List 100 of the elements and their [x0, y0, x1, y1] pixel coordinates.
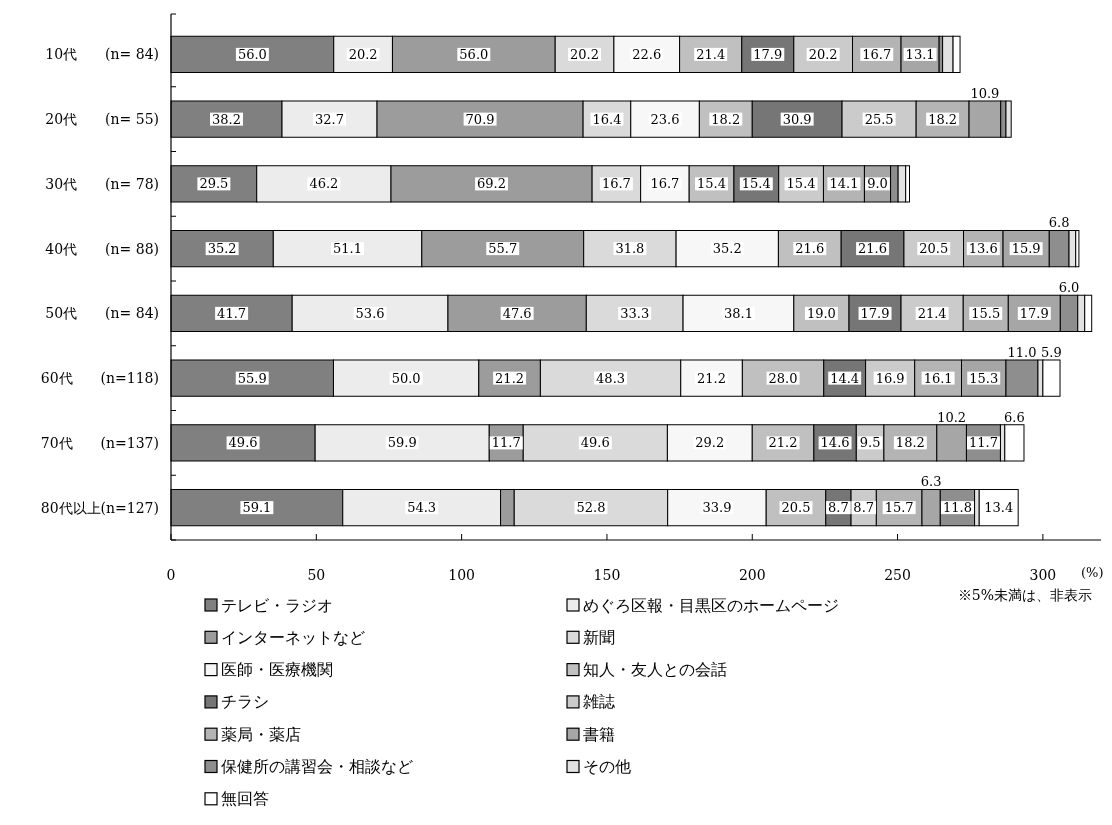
data-label: 11.8 [942, 500, 972, 516]
data-label: 8.7 [828, 500, 849, 516]
data-label: 53.6 [355, 305, 385, 321]
data-label: 17.9 [1019, 305, 1049, 321]
data-label: 23.6 [650, 111, 680, 127]
data-label: 38.2 [212, 111, 241, 127]
data-label: 5.9 [1041, 344, 1062, 360]
data-label: 69.2 [477, 176, 507, 192]
y-tick-label: 60代 (n=118) [40, 370, 159, 387]
data-label: 15.5 [971, 305, 1001, 321]
data-label: 20.2 [348, 46, 378, 62]
data-label: 15.4 [697, 176, 727, 192]
data-label: 28.0 [768, 370, 798, 386]
data-label: 52.8 [576, 500, 606, 516]
data-label: 49.6 [228, 435, 258, 451]
data-label: 10.9 [970, 86, 1000, 101]
y-tick-label: 30代 (n= 78) [45, 175, 159, 192]
legend-label: インターネットなど [221, 627, 365, 647]
data-label: 22.6 [632, 46, 662, 62]
data-label: 18.2 [711, 111, 741, 127]
data-label: 18.2 [928, 111, 958, 127]
data-label: 10.2 [937, 409, 967, 425]
data-label: 16.7 [650, 176, 680, 192]
y-tick-label: 80代以上(n=127) [40, 499, 159, 516]
data-label: 21.6 [858, 241, 888, 257]
y-tick-label: 50代 (n= 84) [45, 305, 159, 322]
data-label: 54.3 [407, 500, 437, 516]
x-tick-label: 300 [1029, 567, 1057, 583]
data-label: 6.3 [920, 474, 942, 490]
data-label: 47.6 [502, 305, 532, 321]
data-label: 20.2 [808, 46, 838, 62]
legend-label: その他 [583, 757, 631, 776]
data-label: 59.1 [242, 500, 272, 516]
data-label: 20.5 [781, 500, 811, 516]
data-label: 21.2 [495, 370, 525, 386]
data-label: 15.4 [741, 176, 771, 192]
y-tick-label: 40代 (n= 88) [45, 240, 159, 257]
x-axis-title: (%) [1081, 565, 1104, 580]
data-label: 16.1 [923, 370, 953, 386]
legend-label: 保健所の講習会・相談など [221, 757, 413, 776]
data-label: 29.5 [199, 176, 229, 192]
data-label: 59.9 [387, 435, 417, 451]
data-label: 20.5 [919, 241, 949, 257]
data-label: 21.4 [917, 305, 947, 321]
legend-label: テレビ・ラジオ [221, 595, 333, 615]
data-label: 17.9 [753, 46, 783, 62]
data-label: 15.3 [969, 370, 999, 386]
data-label: 21.6 [795, 241, 825, 257]
data-label: 11.7 [491, 435, 521, 451]
legend-label: チラシ [221, 692, 269, 712]
x-tick-label: 200 [738, 567, 766, 583]
data-label: 49.6 [580, 435, 610, 451]
x-tick-label: 100 [448, 567, 475, 583]
data-label: 32.7 [315, 111, 345, 127]
data-label: 41.7 [217, 305, 247, 321]
legend-label: 医師・医療機関 [221, 660, 333, 680]
data-label: 56.0 [237, 46, 267, 62]
data-label: 11.0 [1007, 344, 1037, 360]
data-label: 13.6 [968, 241, 998, 257]
data-label: 6.8 [1048, 215, 1070, 231]
data-label: 14.1 [829, 176, 859, 192]
data-label: 38.1 [723, 305, 753, 321]
data-label: 29.2 [695, 435, 725, 451]
data-label: 16.9 [875, 370, 905, 386]
data-label: 33.3 [620, 305, 650, 321]
x-tick-label: 50 [307, 567, 326, 583]
data-label: 13.4 [984, 500, 1014, 516]
data-label: 46.2 [309, 176, 339, 192]
y-tick-label: 20代 (n= 55) [45, 111, 159, 128]
data-label: 70.9 [465, 111, 495, 127]
y-tick-label: 70代 (n=137) [40, 434, 159, 451]
data-label: 11.7 [968, 435, 998, 451]
data-label: 15.7 [884, 500, 914, 516]
legend-label: 知人・友人との会話 [583, 660, 727, 680]
data-label: 21.2 [768, 435, 798, 451]
data-label: 9.0 [867, 176, 888, 192]
data-label: 30.9 [782, 111, 812, 127]
data-label: 33.9 [702, 500, 732, 516]
data-label: 16.4 [592, 111, 622, 127]
data-label: 18.2 [895, 435, 925, 451]
data-label: 35.2 [207, 241, 237, 257]
data-label: 13.1 [905, 46, 935, 62]
data-label: 55.7 [488, 241, 518, 257]
data-label: 21.2 [697, 370, 727, 386]
legend-label: めぐろ区報・目黒区のホームページ [583, 595, 839, 615]
x-tick-label: 250 [884, 567, 911, 583]
data-label: 51.1 [333, 241, 363, 257]
data-label: 15.9 [1011, 241, 1041, 257]
x-tick-label: 0 [166, 567, 176, 583]
legend-label: 薬局・薬店 [221, 724, 301, 744]
data-label: 55.9 [237, 370, 267, 386]
data-label: 31.8 [615, 241, 645, 257]
data-label: 19.0 [806, 305, 836, 321]
data-label: 14.4 [830, 370, 860, 386]
y-tick-label: 10代 (n= 84) [45, 46, 159, 63]
legend-label: 雑誌 [583, 692, 615, 712]
data-label: 56.0 [459, 46, 489, 62]
bar [1004, 424, 1025, 462]
legend-label: 書籍 [583, 724, 615, 744]
data-label: 16.7 [862, 46, 892, 62]
